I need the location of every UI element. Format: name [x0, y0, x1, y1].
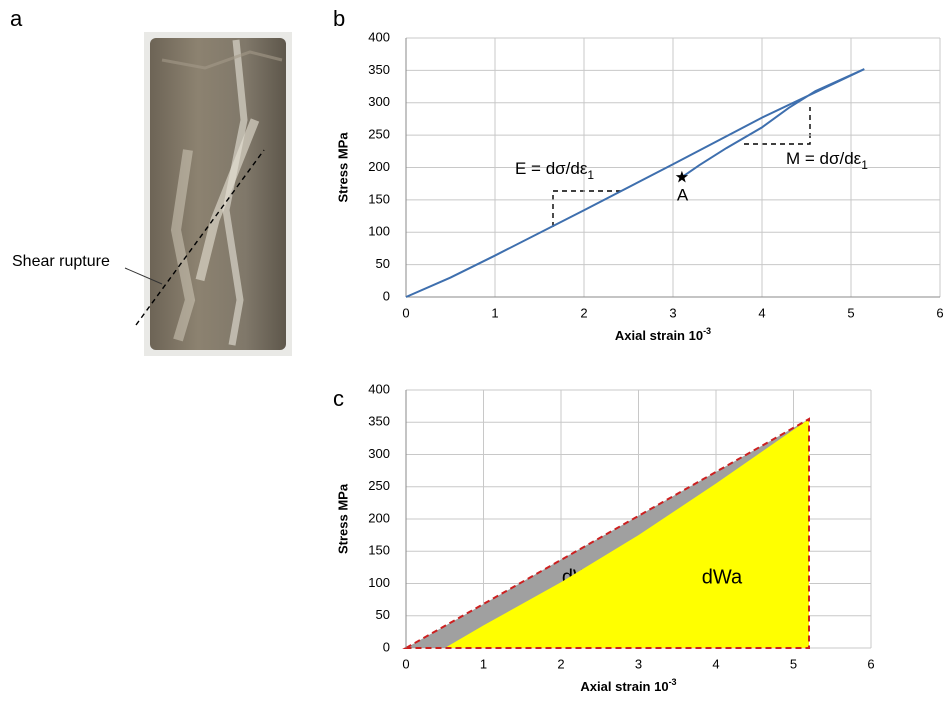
x-axis-label-text: Axial strain 10 — [580, 679, 668, 694]
specimen-photo — [124, 32, 292, 356]
y-tick-label: 300 — [368, 446, 390, 461]
y-axis-label: Stress MPa — [335, 132, 350, 203]
y-tick-label: 150 — [368, 191, 390, 206]
x-tick-label: 5 — [847, 305, 854, 320]
annotation-sub: 1 — [861, 158, 868, 172]
x-axis-label: Axial strain 10-3 — [615, 326, 711, 343]
x-tick-label: 5 — [790, 656, 797, 671]
x-tick-label: 4 — [712, 656, 719, 671]
point-label: A — [677, 186, 689, 205]
annotation: E = dσ/dε1 — [515, 159, 594, 182]
y-tick-label: 200 — [368, 510, 390, 525]
slope-guide — [744, 107, 811, 145]
x-axis-label-sup: -3 — [703, 326, 711, 336]
x-tick-label: 2 — [580, 305, 587, 320]
x-tick-label: 3 — [635, 656, 642, 671]
y-tick-label: 300 — [368, 94, 390, 109]
annotation-sub: 1 — [587, 168, 594, 182]
x-tick-label: 1 — [491, 305, 498, 320]
y-tick-label: 100 — [368, 224, 390, 239]
annotation: Shear rupture — [12, 253, 110, 270]
x-axis-label-text: Axial strain 10 — [615, 328, 703, 343]
annotation-text: E = dσ/dε — [515, 159, 588, 178]
area-label: dWa — [702, 566, 743, 588]
y-tick-label: 100 — [368, 575, 390, 590]
y-axis-label: Stress MPa — [335, 483, 350, 554]
data-line — [405, 68, 865, 298]
y-tick-label: 0 — [383, 288, 390, 303]
y-tick-label: 250 — [368, 127, 390, 142]
y-tick-label: 200 — [368, 159, 390, 174]
y-tick-label: 150 — [368, 543, 390, 558]
y-tick-label: 400 — [368, 29, 390, 44]
x-axis-label: Axial strain 10-3 — [580, 677, 676, 694]
x-tick-label: 6 — [867, 656, 874, 671]
point-marker — [675, 170, 689, 183]
annotation: M = dσ/dε1 — [786, 149, 868, 172]
slope-guide — [552, 190, 625, 227]
area — [444, 419, 809, 648]
y-tick-label: 50 — [376, 256, 390, 271]
x-tick-label: 0 — [402, 305, 409, 320]
panel-label: b — [333, 6, 345, 31]
y-tick-label: 400 — [368, 381, 390, 396]
outline — [402, 417, 810, 649]
leader-line — [124, 267, 163, 285]
annotation-text: M = dσ/dε — [786, 149, 862, 168]
y-tick-label: 250 — [368, 478, 390, 493]
panel-label: a — [10, 6, 23, 31]
x-tick-label: 0 — [402, 656, 409, 671]
panel-label: c — [333, 386, 344, 411]
y-tick-label: 50 — [376, 607, 390, 622]
x-axis-label-sup: -3 — [669, 677, 677, 687]
x-tick-label: 6 — [936, 305, 943, 320]
y-tick-label: 0 — [383, 639, 390, 654]
x-tick-label: 3 — [669, 305, 676, 320]
x-tick-label: 2 — [557, 656, 564, 671]
y-tick-label: 350 — [368, 62, 390, 77]
x-tick-label: 1 — [480, 656, 487, 671]
x-tick-label: 4 — [758, 305, 765, 320]
y-tick-label: 350 — [368, 414, 390, 429]
shear-line — [135, 149, 265, 326]
